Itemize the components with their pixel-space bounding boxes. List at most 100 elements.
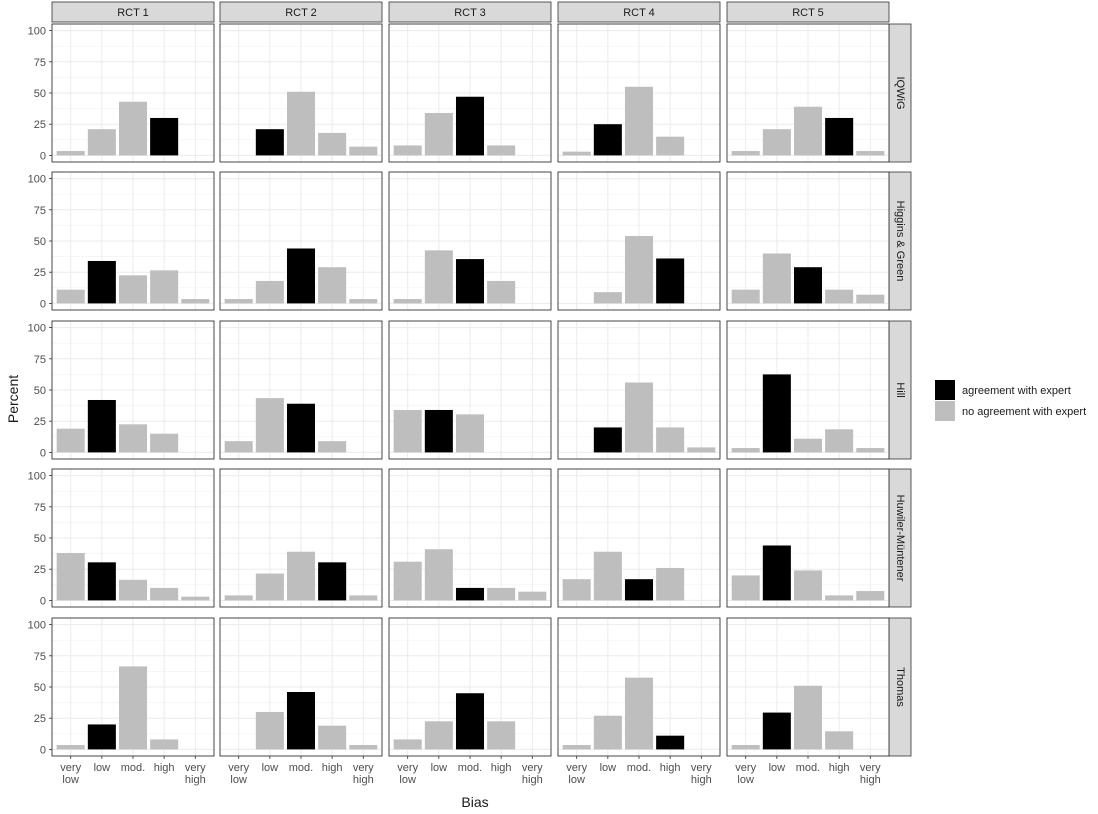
legend-label: agreement with expert: [962, 385, 1071, 397]
bar-agreement: [455, 96, 485, 156]
bar-no-agreement: [624, 86, 654, 156]
x-axis-title: Bias: [461, 794, 488, 810]
y-tick-label: 75: [34, 354, 46, 366]
column-strip: [388, 1, 552, 23]
bar-no-agreement: [856, 294, 885, 304]
bar-no-agreement: [731, 289, 760, 304]
bar-no-agreement: [793, 570, 823, 601]
bar-agreement: [762, 712, 791, 750]
x-tick-label: low: [568, 774, 585, 786]
panel-border: [219, 320, 383, 460]
bar-no-agreement: [393, 299, 422, 304]
x-tick-label: very: [735, 762, 756, 774]
bar-no-agreement: [687, 447, 716, 453]
y-tick-label: 75: [34, 57, 46, 69]
panel-border: [557, 23, 721, 163]
x-tick-label: mod.: [627, 762, 651, 774]
bar-no-agreement: [318, 132, 347, 156]
y-tick-label: 50: [34, 682, 46, 694]
bar-agreement: [762, 374, 791, 453]
bar-no-agreement: [318, 441, 347, 453]
y-tick-label: 75: [34, 205, 46, 217]
x-tick-label: mod.: [289, 762, 313, 774]
bar-no-agreement: [856, 591, 885, 601]
bar-agreement: [87, 260, 116, 304]
bar-agreement: [424, 409, 453, 453]
bar-agreement: [656, 735, 685, 750]
bar-no-agreement: [150, 270, 179, 304]
bar-agreement: [255, 129, 284, 156]
x-tick-label: very: [860, 762, 881, 774]
bar-no-agreement: [56, 151, 85, 156]
bar-no-agreement: [825, 595, 854, 601]
bar-no-agreement: [424, 250, 453, 304]
y-tick-label: 25: [34, 119, 46, 131]
row-strip-label: Thomas: [894, 667, 906, 707]
bar-no-agreement: [56, 428, 85, 453]
panel-border: [726, 171, 890, 311]
bar-no-agreement: [731, 575, 760, 601]
y-tick-label: 50: [34, 533, 46, 545]
bar-no-agreement: [349, 595, 378, 601]
bar-no-agreement: [731, 448, 760, 453]
bar-no-agreement: [487, 721, 516, 750]
bar-agreement: [87, 399, 116, 453]
bar-no-agreement: [487, 145, 516, 156]
bar-no-agreement: [349, 146, 378, 156]
y-tick-label: 50: [34, 88, 46, 100]
bar-no-agreement: [224, 299, 253, 304]
bar-no-agreement: [562, 745, 591, 750]
bar-agreement: [624, 579, 654, 601]
column-strip: [219, 1, 383, 23]
x-tick-label: low: [62, 774, 79, 786]
bar-no-agreement: [487, 587, 516, 601]
bar-no-agreement: [224, 441, 253, 453]
bar-no-agreement: [286, 551, 316, 601]
y-tick-label: 0: [40, 447, 46, 459]
x-tick-label: high: [154, 762, 175, 774]
bar-no-agreement: [318, 725, 347, 750]
bar-no-agreement: [56, 745, 85, 750]
x-tick-label: very: [522, 762, 543, 774]
bar-no-agreement: [118, 424, 148, 453]
row-strip-label: IQWiG: [894, 77, 906, 110]
panel-border: [388, 320, 552, 460]
bar-no-agreement: [349, 745, 378, 750]
y-tick-label: 0: [40, 744, 46, 756]
bar-no-agreement: [349, 299, 378, 304]
x-tick-label: high: [660, 762, 681, 774]
legend-key-agree: [935, 380, 955, 400]
bar-agreement: [656, 258, 685, 304]
panel-border: [557, 468, 721, 608]
x-tick-label: high: [522, 774, 543, 786]
bar-no-agreement: [793, 438, 823, 453]
bar-no-agreement: [825, 429, 854, 453]
bar-no-agreement: [424, 549, 453, 601]
bar-no-agreement: [150, 739, 179, 750]
column-strip: [726, 1, 890, 23]
bar-no-agreement: [793, 685, 823, 750]
bar-no-agreement: [487, 280, 516, 304]
panel-border: [726, 468, 890, 608]
y-tick-label: 100: [28, 620, 46, 632]
x-tick-label: low: [94, 762, 111, 774]
x-tick-label: high: [691, 774, 712, 786]
bar-no-agreement: [424, 112, 453, 156]
y-tick-label: 50: [34, 236, 46, 248]
x-tick-label: low: [600, 762, 617, 774]
bar-agreement: [318, 562, 347, 601]
bar-no-agreement: [255, 573, 284, 601]
bar-agreement: [455, 587, 485, 601]
y-tick-label: 25: [34, 713, 46, 725]
bar-agreement: [87, 562, 116, 601]
column-strip-label: RCT 1: [117, 7, 149, 19]
y-tick-label: 0: [40, 595, 46, 607]
row-strip-label: Huwiler-Müntener: [894, 495, 906, 582]
x-tick-label: high: [829, 762, 850, 774]
bar-agreement: [286, 403, 316, 453]
bar-no-agreement: [825, 289, 854, 304]
bar-no-agreement: [393, 409, 422, 453]
x-tick-label: mod.: [458, 762, 482, 774]
panel-border: [388, 23, 552, 163]
x-tick-label: very: [353, 762, 374, 774]
